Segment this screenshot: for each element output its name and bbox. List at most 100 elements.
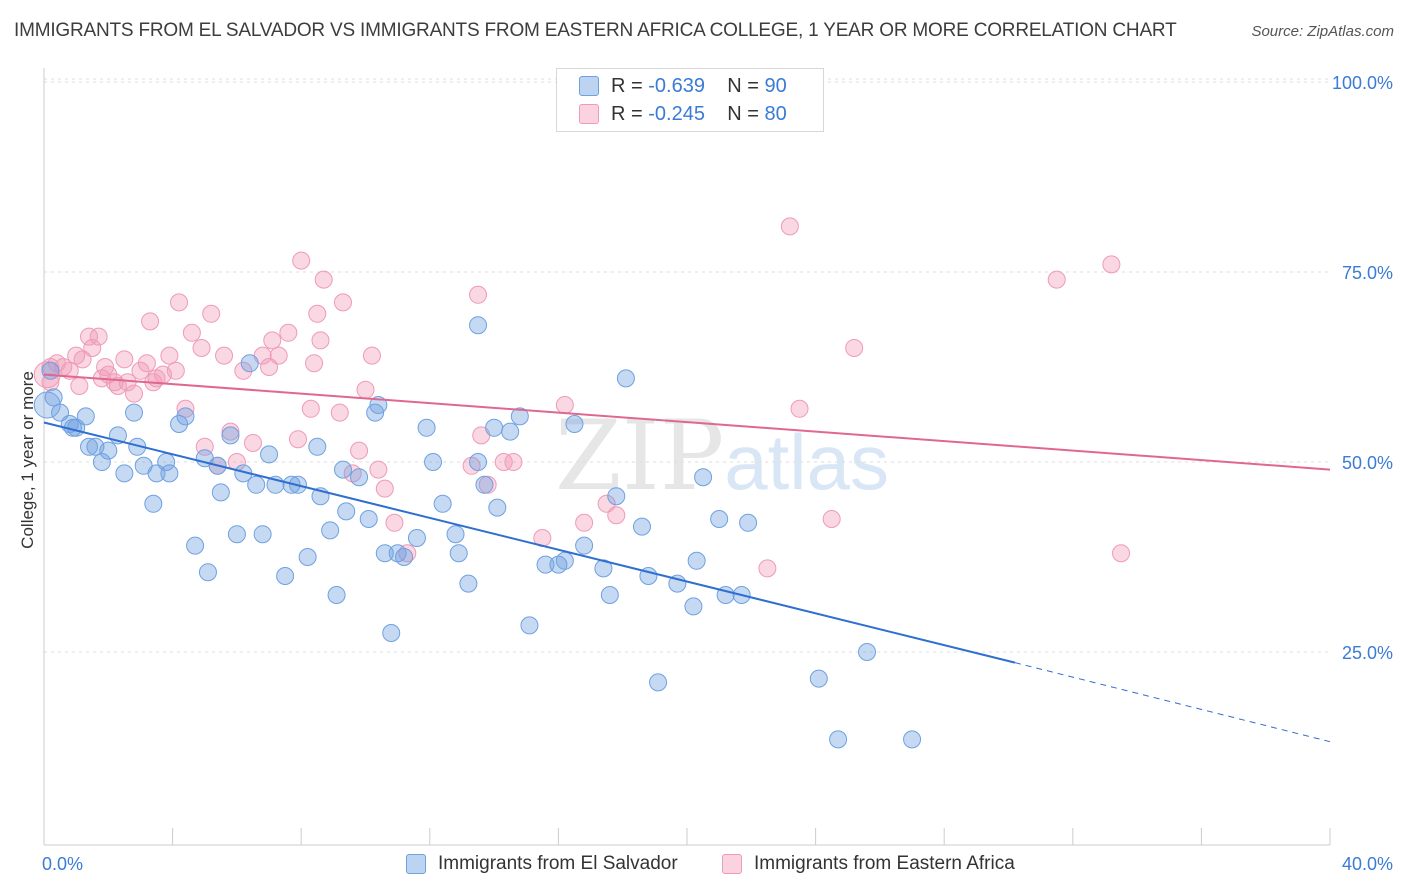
data-point — [575, 513, 594, 532]
data-point — [649, 673, 668, 692]
legend-swatch-pink — [579, 104, 599, 124]
data-point — [221, 426, 240, 445]
data-point — [234, 361, 253, 380]
x-tick-label: 0.0% — [42, 854, 83, 874]
data-point — [44, 388, 63, 407]
data-point — [424, 453, 443, 471]
data-point — [160, 464, 179, 483]
trend-line-eastern-africa — [43, 373, 1331, 471]
series-swatch-blue — [406, 854, 426, 874]
data-point — [288, 430, 307, 449]
data-point — [99, 441, 118, 460]
data-point — [311, 331, 330, 350]
tick-labels: 25.0% 50.0% 75.0% 100.0% 0.0% 40.0% — [42, 73, 1393, 874]
data-point — [469, 453, 488, 471]
data-point — [227, 525, 246, 544]
data-point — [176, 399, 195, 418]
data-point — [632, 517, 651, 536]
data-point — [845, 339, 864, 357]
data-point — [198, 563, 217, 582]
data-point — [359, 510, 378, 528]
data-point — [375, 479, 394, 498]
y-tick-label: 25.0% — [1342, 643, 1393, 663]
legend-row-el-salvador: R = -0.639 N = 90 — [579, 72, 787, 100]
data-point — [469, 285, 488, 304]
data-point — [80, 437, 99, 456]
data-point — [501, 422, 520, 441]
series-legend-eastern-africa: Immigrants from Eastern Africa — [722, 850, 1015, 878]
data-point — [337, 502, 356, 521]
data-point — [115, 464, 134, 483]
data-point — [510, 407, 529, 426]
y-tick-label: 100.0% — [1332, 73, 1393, 93]
data-point — [292, 251, 311, 270]
data-point — [369, 396, 388, 414]
data-point — [858, 643, 877, 661]
data-point — [115, 350, 134, 369]
data-point — [446, 525, 465, 544]
data-point — [616, 369, 635, 388]
data-point — [263, 331, 282, 350]
data-point — [160, 346, 179, 365]
data-point — [382, 624, 401, 642]
data-point — [469, 316, 488, 335]
chart-source: Source: ZipAtlas.com — [1251, 23, 1394, 40]
legend-n-value: 90 — [764, 74, 787, 97]
data-point — [433, 494, 452, 513]
data-point — [520, 616, 539, 635]
data-point — [80, 327, 99, 346]
data-point — [60, 361, 79, 380]
chart-title: IMMIGRANTS FROM EL SALVADOR VS IMMIGRANT… — [14, 20, 1177, 41]
data-point — [475, 475, 494, 494]
data-point — [308, 437, 327, 456]
data-point — [240, 354, 259, 373]
series-swatch-pink — [722, 854, 742, 874]
legend-n-label: N = — [727, 74, 759, 97]
data-point — [417, 418, 436, 437]
data-point — [243, 434, 262, 452]
legend-n-value: 80 — [764, 102, 787, 125]
data-point — [108, 377, 127, 395]
data-point — [247, 475, 266, 494]
data-point — [308, 304, 327, 323]
legend-row-eastern-africa: R = -0.245 N = 80 — [579, 100, 787, 128]
data-point — [459, 574, 478, 593]
data-point — [575, 536, 594, 555]
data-point — [494, 453, 513, 471]
legend-r-value: -0.639 — [648, 74, 705, 97]
correlation-legend: R = -0.639 N = 90 R = -0.245 N = 80 — [556, 68, 824, 132]
data-point — [350, 468, 369, 487]
x-tick-label: 40.0% — [1342, 854, 1393, 874]
data-point — [125, 403, 144, 422]
data-point — [276, 567, 295, 585]
y-tick-label: 50.0% — [1342, 453, 1393, 473]
data-point — [449, 544, 468, 563]
trend-lines — [43, 373, 1331, 743]
trend-line-el-salvador — [43, 421, 1016, 664]
data-point — [1047, 270, 1066, 289]
data-point — [76, 407, 95, 426]
data-point — [202, 304, 221, 323]
legend-r-label: R = — [611, 102, 643, 125]
data-point — [555, 551, 574, 570]
data-point — [330, 403, 349, 422]
data-point — [314, 270, 333, 289]
series-name-el-salvador: Immigrants from El Salvador — [438, 853, 678, 874]
data-point — [253, 525, 272, 544]
data-point — [407, 529, 426, 547]
legend-r-value: -0.245 — [648, 102, 705, 125]
data-point — [260, 445, 279, 464]
data-point — [488, 498, 507, 517]
data-point — [684, 597, 703, 616]
data-point — [395, 548, 414, 566]
data-point — [829, 730, 848, 749]
data-point — [321, 521, 340, 540]
data-point — [269, 346, 288, 365]
data-point — [1112, 544, 1131, 563]
data-point — [301, 399, 320, 418]
data-point — [305, 354, 324, 373]
data-point — [536, 555, 555, 574]
series-name-eastern-africa: Immigrants from Eastern Africa — [754, 853, 1015, 874]
data-point — [710, 510, 729, 528]
data-point — [565, 415, 584, 433]
